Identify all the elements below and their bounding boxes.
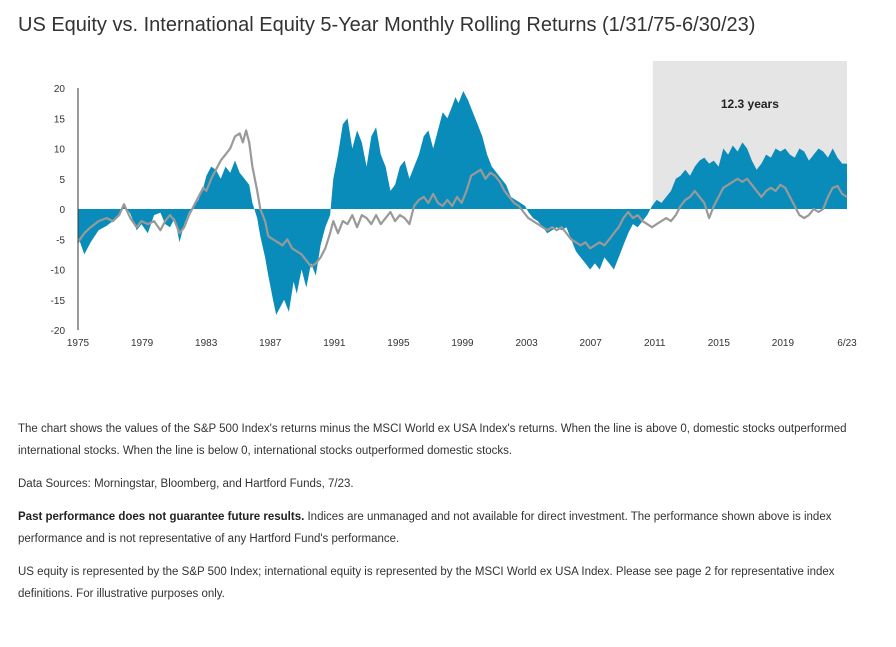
- x-tick-label: 2019: [772, 338, 795, 349]
- note-chart-description: The chart shows the values of the S&P 50…: [18, 423, 847, 457]
- x-tick-label: 2003: [515, 338, 538, 349]
- x-tick-label: 1983: [195, 338, 218, 349]
- shaded-region-label: 12.3 years: [721, 97, 779, 111]
- x-tick-label: 1999: [451, 338, 474, 349]
- y-tick-label: 15: [54, 114, 66, 125]
- x-tick-label: 2015: [708, 338, 731, 349]
- y-tick-label: -15: [51, 296, 66, 307]
- footnotes: The chart shows the values of the S&P 50…: [18, 418, 878, 616]
- chart-title: US Equity vs. International Equity 5-Yea…: [18, 14, 756, 36]
- line-series: [77, 129, 848, 268]
- y-tick-label: 10: [54, 145, 66, 156]
- y-tick-label: 20: [54, 84, 66, 95]
- x-tick-label: 1991: [323, 338, 346, 349]
- note-past-performance-bold: Past performance does not guarantee futu…: [18, 511, 305, 523]
- y-tick-label: 0: [59, 205, 65, 216]
- x-tick-label: 1975: [67, 338, 90, 349]
- note-index-definitions: US equity is represented by the S&P 500 …: [18, 566, 835, 600]
- y-tick-label: -5: [56, 235, 65, 246]
- x-tick-label: 2007: [580, 338, 603, 349]
- y-tick-label: 5: [59, 175, 65, 186]
- x-tick-label: 6/23: [837, 338, 857, 349]
- y-tick-label: -20: [51, 326, 66, 337]
- note-data-sources: Data Sources: Morningstar, Bloomberg, an…: [18, 478, 354, 490]
- y-tick-label: -10: [51, 266, 66, 277]
- x-tick-label: 1979: [131, 338, 154, 349]
- note-past-performance: Past performance does not guarantee futu…: [18, 506, 878, 550]
- x-tick-label: 1987: [259, 338, 282, 349]
- x-tick-label: 2011: [644, 338, 666, 349]
- note-past-performance-rest: Indices are unmanaged and not available …: [18, 511, 832, 545]
- x-tick-label: 1995: [387, 338, 410, 349]
